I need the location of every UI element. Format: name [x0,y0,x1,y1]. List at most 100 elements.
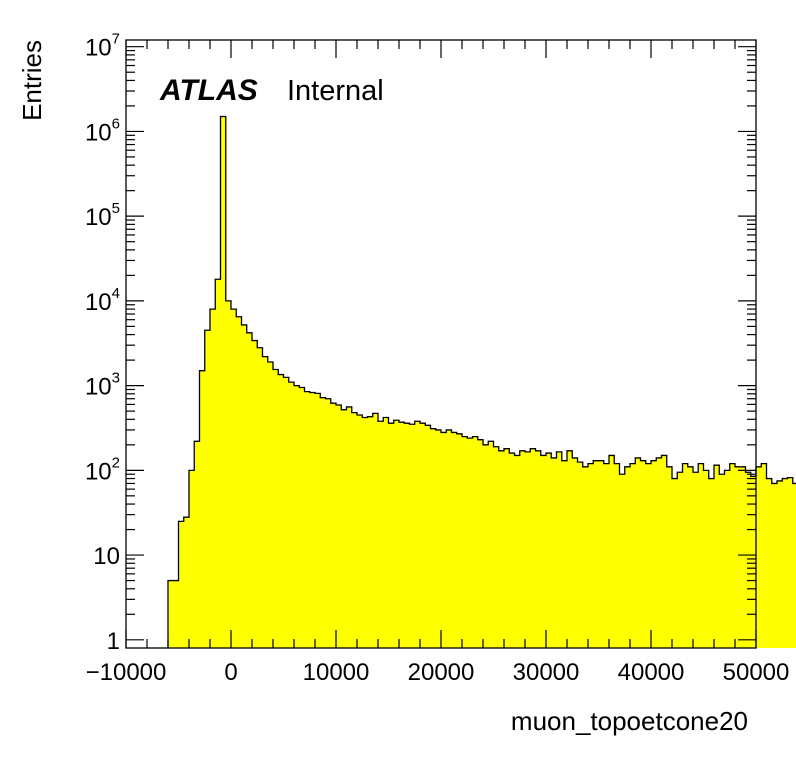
histogram-bar [735,466,741,648]
histogram-bar [729,463,736,648]
histogram-bar [493,446,500,648]
y-tick-label: 103 [85,370,120,401]
histogram-bar [325,398,332,648]
y-tick-label: 104 [85,285,120,316]
y-tick-labels: 1 10 102 103 104 105 106 107 [85,31,120,655]
histogram-bar [551,457,557,648]
histogram-bar [530,448,536,648]
histogram-bar [388,423,395,648]
histogram-bar [189,470,195,648]
histogram-bar [467,438,473,648]
x-tick-label: 0 [224,659,237,686]
histogram-bar [283,377,290,648]
y-tick-label: 107 [85,31,120,62]
x-tick-label: 50000 [723,659,790,686]
histogram-bar [351,412,358,648]
histogram-bar [582,466,589,648]
histogram-bar [556,451,563,648]
histogram-bar [630,463,636,648]
axis-ticks [125,40,757,648]
histogram-bar [315,393,321,648]
histogram-bar [357,414,363,648]
histogram-bar [514,455,521,648]
internal-label: Internal [287,75,384,107]
histogram-bar [346,406,353,648]
histogram-bar [651,460,657,648]
histogram-bar [756,466,762,648]
histogram-bar [782,478,788,648]
histogram-bar [745,472,752,648]
histogram-bar [173,580,179,648]
histogram-bar [252,340,258,648]
histogram-bar [425,425,431,648]
histogram-bar [299,387,305,648]
histogram-bar [231,309,237,648]
y-tick-label: 10 [93,543,120,570]
histogram-bar [614,463,620,648]
histogram-bar [666,466,673,648]
histogram-bar [483,444,489,648]
histogram-bar [603,463,610,648]
x-tick-label: 20000 [408,659,475,686]
y-tick-label: 106 [85,115,120,146]
histogram-bar [267,361,274,648]
histogram-bar [372,413,379,648]
histogram-bar [714,465,720,648]
histogram-bar [210,309,216,648]
histogram-bar [383,417,389,648]
histogram-bar [593,460,599,648]
histogram-bar [740,466,746,648]
histogram-bar [766,478,773,648]
histogram-bar [294,385,300,648]
histogram-bar [509,453,515,648]
histogram-bar [241,324,248,648]
histogram-bar [273,369,279,648]
histogram-bar [687,466,694,648]
x-tick-label: 30000 [513,659,580,686]
histogram-bar [698,463,704,648]
histogram-bar [777,480,783,648]
histogram-bar [682,463,689,648]
histogram-bar [262,356,269,648]
histogram-bar [750,476,757,648]
histogram-bar [708,478,715,648]
histogram-bar [567,450,573,648]
histogram-bar [525,451,531,648]
histogram-bar [577,462,584,648]
x-tick-label: −10000 [86,659,167,686]
histogram-bar [540,455,547,648]
histogram-bar [309,392,316,648]
histogram-bar [546,453,552,648]
histogram-bar [278,374,284,648]
histogram-bar [336,405,342,648]
histogram-bar [572,457,578,648]
x-axis-title: muon_topoetcone20 [511,706,748,736]
histogram-bar [215,279,221,648]
histogram-bar [441,432,447,648]
histogram-bar [420,423,426,648]
histogram-bar [672,478,678,648]
histogram-bar [561,460,568,648]
histogram-bar [498,450,505,648]
histogram-bar [378,421,384,648]
histogram-bar [656,457,662,648]
histogram-bar [792,483,796,648]
histogram-bar [635,457,641,648]
histogram-bar [693,472,699,648]
histogram-outline [167,115,796,648]
y-tick-label: 102 [85,454,120,485]
histogram-bar [472,436,479,648]
histogram-bar [619,474,626,648]
histogram-bars [167,115,796,648]
histogram-bar [504,448,510,648]
y-tick-label: 1 [107,628,120,655]
histogram-bar [330,403,337,648]
histogram-bar [236,316,242,648]
histogram-bar [787,477,794,648]
histogram-bar [451,432,458,648]
histogram-bar [183,517,190,648]
histogram-bar [624,466,631,648]
histogram-bar [204,330,211,648]
histogram-bar [404,423,410,648]
